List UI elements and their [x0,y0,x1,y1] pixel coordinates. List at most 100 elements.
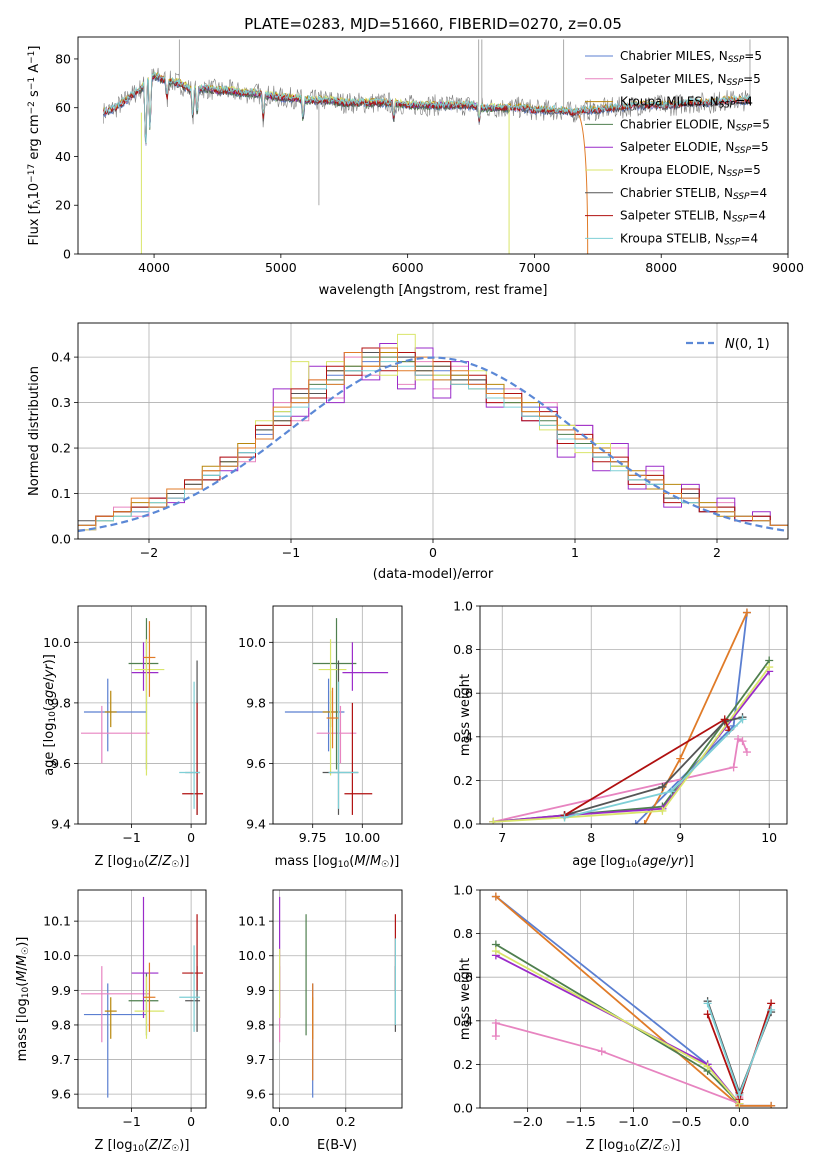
spectrum-xtick-label: 4000 [138,260,170,275]
weight_vs_age-marker-extra_orange [742,608,751,617]
age-vs-z-ylabel: age [log10(age/yr)] [42,654,58,776]
weight_vs_age-ytick-label: 0.8 [453,642,473,657]
mass_vs_ebv-ytick-label: 9.9 [246,983,266,998]
weight_vs_Z-lines [491,892,776,1108]
age_vs_Z-xtick-label: 0 [187,830,195,845]
age_vs_mass-ytick-label: 9.6 [246,756,266,771]
age_vs_Z-frame [77,605,207,825]
weight_vs_age-xtick-label: 8 [587,830,595,845]
weight_vs_age-marker-salpeter_miles [738,737,747,746]
weight_vs_Z-axes: −2.0 −1.5 −1.0 −0.5 0.0 0.0 0.2 0.4 0.6 0.8 1.0 [453,883,787,1129]
weight_vs_Z-marker-kroupa_stelib [703,999,712,1008]
weight_vs_Z-line-chabrier_elodie [495,943,741,1105]
residuals-normal-curve [78,356,788,533]
weight_vs_Z-xtick-label: −2.0 [512,1114,542,1129]
weight_vs_age-line-kroupa_elodie [493,666,770,823]
weight_vs_Z-marker-salpeter_miles [491,1032,500,1041]
age-vs-z-xlabel: Z [log10(Z/Z☉)] [95,854,190,870]
mass_vs_ebv-axes: 0.0 0.2 9.6 9.7 9.8 9.9 10.0 10.1 [238,890,402,1129]
mass_vs_Z-frame [77,889,207,1109]
mass_vs_ebv-ytick-label: 10.1 [238,914,266,929]
weight_vs_Z-frame [479,889,788,1109]
age_vs_Z-axes: −1 0 9.4 9.6 9.8 10.0 [43,606,206,845]
weight_vs_age-ytick-label: 0.2 [453,773,473,788]
weight_vs_Z-ytick-label: 1.0 [453,883,473,898]
mass_vs_Z-ytick-label: 9.9 [51,983,71,998]
residuals-steps [78,333,788,539]
spectrum-ytick-label: 60 [55,100,71,115]
age_vs_mass-ytick-label: 10.0 [238,635,266,650]
spectrum-xtick-label: 9000 [772,260,804,275]
weight_vs_Z-marker-kroupa_stelib [767,1005,776,1014]
weight_vs_age-frame [479,605,788,825]
age-vs-mass-xlabel: mass [log10(M/M☉)] [275,854,400,870]
spectrum-model-kroupa_stelib [103,71,751,144]
mass_vs_ebv-ytick-label: 10.0 [238,948,266,963]
mass_vs_ebv-frame [272,889,403,1109]
age_vs_mass-points [284,618,389,815]
weight_vs_Z-ytick-label: 0.6 [453,970,473,985]
figure-title: PLATE=0283, MJD=51660, FIBERID=0270, z=0… [244,15,622,33]
spectrum-legend-label: Chabrier MILES, NSSP=5 [620,49,762,65]
weight_vs_age-marker-salpeter_miles [729,763,738,772]
residuals-xtick-label: 0 [429,545,437,560]
weight_vs_age-marker-salpeter_miles [742,748,751,757]
weight_vs_Z-ytick-label: 0.2 [453,1057,473,1072]
age_vs_Z-points [80,618,204,815]
weight_vs_Z-marker-extra_orange [767,1101,776,1108]
spectrum-ytick-label: 0 [63,247,71,262]
weight_vs_Z-xtick-label: −1.0 [618,1114,648,1129]
weight_vs_age-line-chabrier_stelib [564,716,743,817]
residuals-xtick-label: 1 [571,545,579,560]
mass_vs_Z-ytick-label: 10.1 [43,914,71,929]
weight_vs_age-ytick-label: 1.0 [453,599,473,614]
spectrum-legend-label: Salpeter MILES, NSSP=5 [620,72,761,88]
age_vs_mass-xtick-label: 9.75 [299,830,327,845]
weight_vs_age-marker-salpeter_miles [734,734,743,743]
residuals-ytick-label: 0.1 [51,486,71,501]
mass_vs_Z-points [80,896,204,1098]
weight_vs_age-ytick-label: 0.6 [453,686,473,701]
spectrum-lines [103,39,751,254]
age_vs_mass-xtick-label: 10.00 [344,830,380,845]
spectrum-axes: 4000 5000 6000 7000 8000 9000 0 20 40 60 80 [55,51,804,275]
mass_vs_Z-xtick-label: 0 [187,1114,195,1129]
age_vs_Z-ytick-label: 9.6 [51,756,71,771]
weight_vs_Z-ytick-label: 0.4 [453,1013,473,1028]
weight_vs_Z-xtick-label: 0.0 [729,1114,749,1129]
weight_vs_age-marker-chabrier_miles [631,820,640,824]
weight_vs_age-lines [489,608,774,824]
weight_vs_Z-marker-salpeter_stelib [703,1010,712,1019]
spectrum-legend-label: Kroupa MILES, NSSP=4 [620,95,753,111]
spectrum-drop-orange [578,114,589,254]
weight_vs_Z-marker-extra_orange [491,892,500,901]
residuals-ytick-label: 0.3 [51,395,71,410]
weight_vs_age-line-chabrier_elodie [493,659,770,823]
mass-vs-ebv-xlabel: E(B-V) [317,1138,357,1153]
weight-vs-age-xlabel: age [log10(age/yr)] [572,854,694,870]
residuals-xtick-label: −2 [140,545,158,560]
weight_vs_age-ytick-label: 0.4 [453,729,473,744]
weight-vs-z-ylabel: mass weight [458,958,473,1040]
spectrum-ytick-label: 40 [55,149,71,164]
spectrum-legend-label: Salpeter STELIB, NSSP=4 [620,209,766,225]
weight_vs_Z-xtick-label: −0.5 [671,1114,701,1129]
weight_vs_age-marker-kroupa_elodie [658,806,667,815]
weight_vs_Z-marker-salpeter_miles [597,1047,606,1056]
mass-vs-z-ylabel: mass [log10(M/M☉)] [15,937,31,1062]
weight_vs_age-line-salpeter_stelib [564,718,731,817]
mass_vs_Z-ytick-label: 10.0 [43,948,71,963]
spectrum-legend-label: Kroupa ELODIE, NSSP=5 [620,163,761,179]
spectrum-legend-label: Chabrier STELIB, NSSP=4 [620,186,767,202]
weight_vs_age-xtick-label: 10 [761,830,777,845]
weight_vs_age-line-salpeter_elodie [493,670,770,823]
residuals-ylabel: Normed distribution [27,366,42,496]
residuals-xlabel: (data-model)/error [373,567,494,582]
weight_vs_age-marker-kroupa_elodie [765,663,774,672]
age_vs_mass-frame [272,605,403,825]
age_vs_Z-ytick-label: 9.8 [51,695,71,710]
weight_vs_Z-ytick-label: 0.8 [453,926,473,941]
weight_vs_Z-marker-salpeter_miles [491,1018,500,1027]
spectrum-ytick-label: 20 [55,198,71,213]
weight_vs_age-marker-kroupa_stelib [667,787,676,796]
